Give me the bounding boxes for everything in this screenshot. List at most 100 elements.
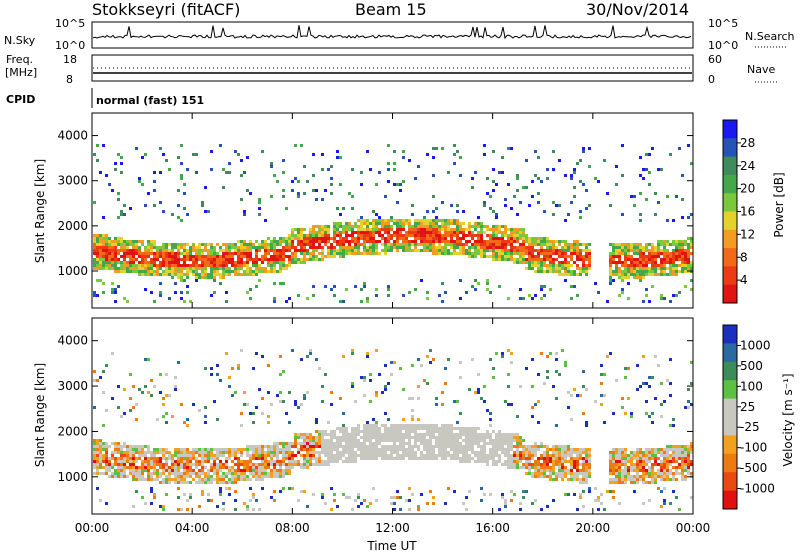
heatmap-cell [624, 472, 627, 475]
heatmap-cell [309, 460, 312, 463]
heatmap-cell [675, 451, 678, 454]
heatmap-cell [414, 442, 417, 445]
heatmap-cell [255, 249, 258, 252]
heatmap-cell [360, 502, 363, 505]
heatmap-cell [153, 180, 156, 183]
heatmap-cell [270, 403, 273, 406]
heatmap-cell [636, 457, 639, 460]
heatmap-cell [633, 270, 636, 273]
heatmap-cell [669, 300, 672, 303]
heatmap-cell [123, 472, 126, 475]
heatmap-cell [579, 180, 582, 183]
heatmap-cell [426, 382, 429, 385]
heatmap-cell [171, 460, 174, 463]
heatmap-cell [531, 261, 534, 264]
heatmap-cell [141, 460, 144, 463]
heatmap-cell [243, 391, 246, 394]
heatmap-cell [426, 442, 429, 445]
heatmap-cell [546, 243, 549, 246]
heatmap-cell [330, 454, 333, 457]
heatmap-cell [540, 261, 543, 264]
heatmap-cell [516, 231, 519, 234]
heatmap-cell [642, 481, 645, 484]
heatmap-cell [252, 463, 255, 466]
heatmap-cell [267, 270, 270, 273]
heatmap-cell [504, 400, 507, 403]
heatmap-cell [243, 246, 246, 249]
heatmap-cell [426, 355, 429, 358]
heatmap-cell [438, 436, 441, 439]
heatmap-cell [348, 439, 351, 442]
heatmap-cell [414, 445, 417, 448]
heatmap-cell [546, 355, 549, 358]
colorbar-tick-label: 12 [740, 227, 755, 241]
heatmap-cell [615, 183, 618, 186]
heatmap-cell [201, 481, 204, 484]
heatmap-cell [390, 246, 393, 249]
heatmap-cell [390, 424, 393, 427]
heatmap-cell [687, 252, 690, 255]
heatmap-cell [264, 243, 267, 246]
heatmap-cell [336, 150, 339, 153]
heatmap-cell [204, 267, 207, 270]
heatmap-cell [423, 439, 426, 442]
heatmap-cell [159, 475, 162, 478]
heatmap-cell [249, 267, 252, 270]
heatmap-cell [666, 460, 669, 463]
heatmap-cell [261, 448, 264, 451]
heatmap-cell [93, 472, 96, 475]
heatmap-cell [573, 493, 576, 496]
heatmap-cell [258, 466, 261, 469]
heatmap-cell [201, 454, 204, 457]
heatmap-cell [246, 267, 249, 270]
heatmap-cell [408, 454, 411, 457]
heatmap-cell [675, 478, 678, 481]
heatmap-cell [270, 463, 273, 466]
heatmap-cell [435, 228, 438, 231]
heatmap-cell [423, 445, 426, 448]
heatmap-cell [498, 508, 501, 511]
heatmap-cell [672, 270, 675, 273]
heatmap-cell [180, 460, 183, 463]
heatmap-cell [540, 442, 543, 445]
heatmap-cell [93, 291, 96, 294]
heatmap-cell [519, 466, 522, 469]
heatmap-cell [657, 267, 660, 270]
heatmap-cell [144, 204, 147, 207]
heatmap-cell [351, 454, 354, 457]
heatmap-cell [597, 496, 600, 499]
heatmap-cell [648, 448, 651, 451]
heatmap-cell [639, 174, 642, 177]
heatmap-cell [234, 249, 237, 252]
heatmap-cell [588, 460, 591, 463]
colorbar-segment [723, 325, 737, 344]
heatmap-cell [252, 508, 255, 511]
heatmap-cell [660, 258, 663, 261]
heatmap-cell [174, 475, 177, 478]
heatmap-cell [321, 198, 324, 201]
heatmap-cell [495, 252, 498, 255]
heatmap-cell [639, 243, 642, 246]
heatmap-cell [273, 243, 276, 246]
heatmap-cell [279, 249, 282, 252]
heatmap-cell [528, 454, 531, 457]
heatmap-cell [165, 252, 168, 255]
heatmap-cell [135, 267, 138, 270]
heatmap-cell [675, 469, 678, 472]
heatmap-cell [552, 466, 555, 469]
heatmap-cell [249, 240, 252, 243]
heatmap-cell [270, 264, 273, 267]
heatmap-cell [378, 451, 381, 454]
heatmap-cell [222, 276, 225, 279]
heatmap-cell [243, 460, 246, 463]
heatmap-cell [432, 210, 435, 213]
heatmap-cell [384, 433, 387, 436]
heatmap-cell [570, 285, 573, 288]
heatmap-cell [579, 270, 582, 273]
heatmap-cell [501, 448, 504, 451]
heatmap-cell [384, 225, 387, 228]
heatmap-cell [411, 409, 414, 412]
heatmap-cell [501, 258, 504, 261]
heatmap-cell [351, 168, 354, 171]
heatmap-cell [423, 225, 426, 228]
